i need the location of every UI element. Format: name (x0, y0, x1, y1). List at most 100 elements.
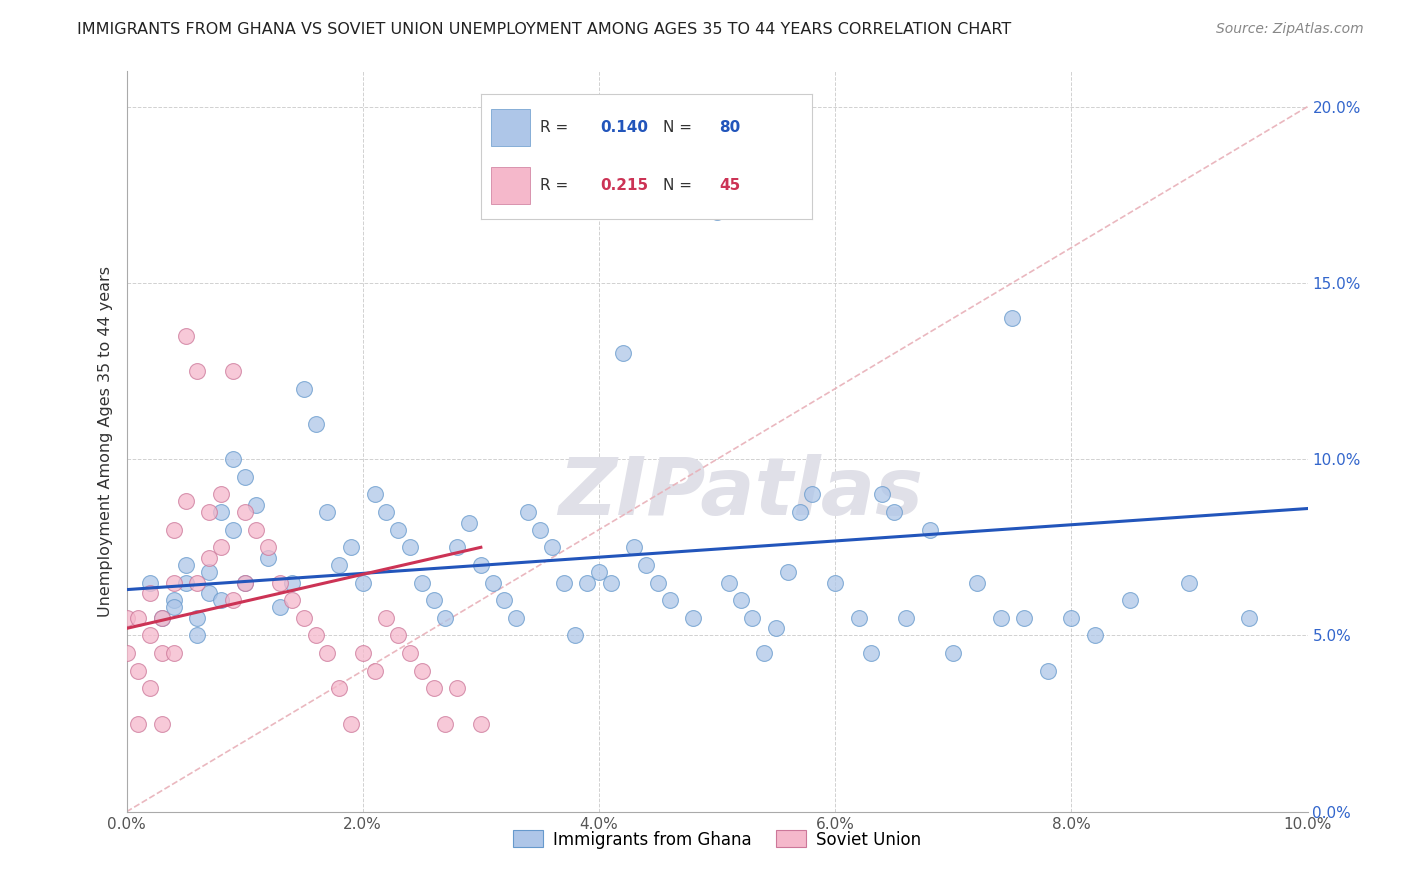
Point (292, 382, 315, 396)
Text: ZIPatlas: ZIPatlas (558, 454, 924, 533)
Point (434, 716, 457, 731)
Point (163, 575, 186, 590)
Point (1119, 593, 1142, 607)
Point (375, 505, 398, 519)
Point (682, 611, 704, 625)
Point (481, 575, 503, 590)
Point (186, 628, 208, 642)
Point (636, 558, 658, 572)
Point (883, 505, 905, 519)
Point (163, 523, 186, 537)
Point (209, 541, 232, 555)
Point (233, 505, 256, 519)
Point (706, 205, 728, 219)
Point (340, 716, 363, 731)
Point (990, 611, 1012, 625)
Point (174, 494, 197, 508)
Point (789, 505, 811, 519)
Point (257, 550, 280, 565)
Point (186, 364, 208, 378)
Point (505, 611, 527, 625)
Point (576, 575, 599, 590)
Point (139, 575, 162, 590)
Point (387, 523, 409, 537)
Point (127, 611, 149, 625)
Point (139, 586, 162, 600)
Point (222, 593, 245, 607)
Point (328, 558, 350, 572)
Point (411, 664, 433, 678)
Point (470, 558, 492, 572)
Point (434, 611, 457, 625)
Point (588, 565, 610, 579)
Point (446, 681, 468, 696)
Point (824, 575, 846, 590)
Point (494, 593, 516, 607)
Point (564, 628, 586, 642)
Point (150, 646, 173, 660)
Point (328, 681, 350, 696)
Point (741, 611, 763, 625)
Point (765, 621, 787, 635)
Point (233, 470, 256, 484)
Point (848, 611, 870, 625)
Point (304, 628, 326, 642)
Point (730, 593, 752, 607)
Point (209, 505, 232, 519)
Point (458, 516, 481, 530)
Point (1036, 664, 1059, 678)
Point (446, 541, 468, 555)
Point (245, 523, 267, 537)
Point (292, 611, 315, 625)
Point (127, 716, 149, 731)
Point (198, 505, 221, 519)
Point (222, 364, 245, 378)
Point (422, 681, 444, 696)
Point (529, 523, 551, 537)
Point (859, 646, 882, 660)
Point (623, 541, 645, 555)
Point (470, 716, 492, 731)
Point (139, 681, 162, 696)
Point (942, 646, 965, 660)
Point (163, 646, 186, 660)
Point (316, 505, 339, 519)
Point (245, 498, 267, 512)
Point (209, 593, 232, 607)
Point (233, 575, 256, 590)
Point (186, 575, 208, 590)
Point (222, 452, 245, 467)
Point (340, 541, 363, 555)
Point (918, 523, 941, 537)
Point (363, 664, 385, 678)
Point (894, 611, 917, 625)
Point (233, 575, 256, 590)
Legend: Immigrants from Ghana, Soviet Union: Immigrants from Ghana, Soviet Union (506, 823, 928, 855)
Point (375, 611, 398, 625)
Point (776, 565, 799, 579)
Point (612, 346, 634, 360)
Point (1001, 311, 1024, 326)
Point (387, 628, 409, 642)
Point (1012, 611, 1035, 625)
Y-axis label: Unemployment Among Ages 35 to 44 years: Unemployment Among Ages 35 to 44 years (97, 266, 112, 617)
Text: IMMIGRANTS FROM GHANA VS SOVIET UNION UNEMPLOYMENT AMONG AGES 35 TO 44 YEARS COR: IMMIGRANTS FROM GHANA VS SOVIET UNION UN… (77, 22, 1011, 37)
Point (163, 593, 186, 607)
Point (754, 646, 776, 660)
Point (647, 575, 669, 590)
Point (150, 611, 173, 625)
Point (186, 611, 208, 625)
Point (174, 575, 197, 590)
Point (115, 611, 138, 625)
Point (174, 328, 197, 343)
Point (316, 646, 339, 660)
Point (411, 575, 433, 590)
Point (1060, 611, 1083, 625)
Point (174, 558, 197, 572)
Point (352, 575, 374, 590)
Point (209, 487, 232, 501)
Point (127, 664, 149, 678)
Point (281, 593, 304, 607)
Point (150, 716, 173, 731)
Point (257, 541, 280, 555)
